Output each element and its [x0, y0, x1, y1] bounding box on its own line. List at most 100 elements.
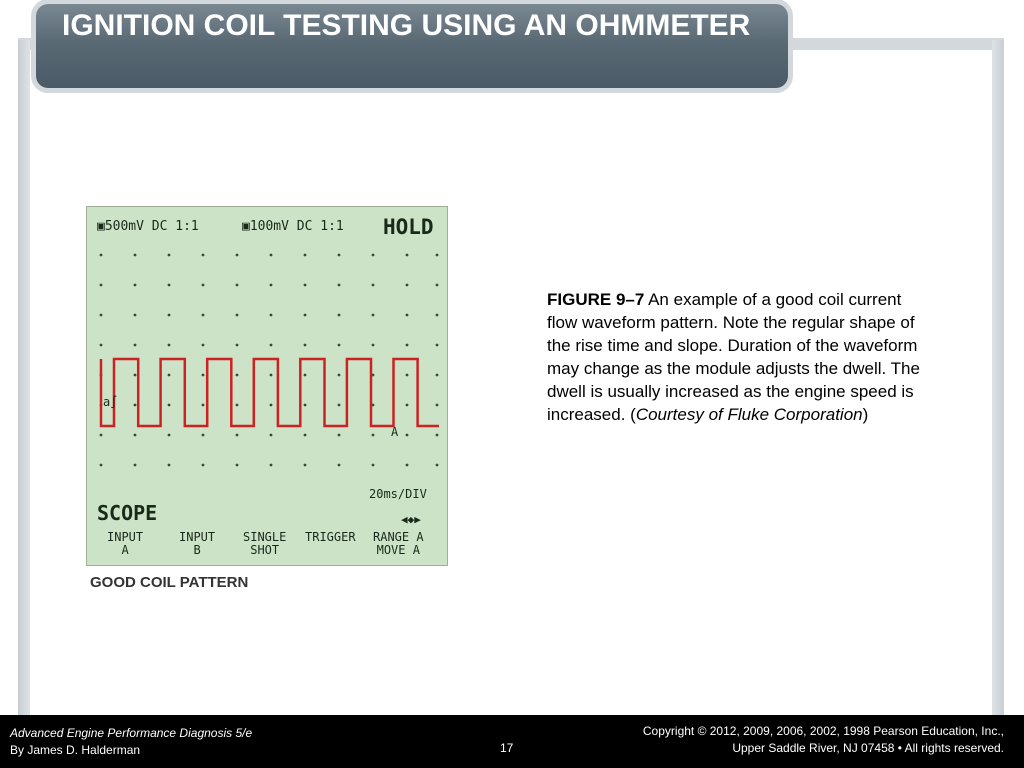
- figure-label: GOOD COIL PATTERN: [90, 574, 249, 591]
- grid-dot: [337, 463, 341, 467]
- grid-dot: [371, 433, 375, 437]
- scope-grid-and-waveform: [99, 253, 439, 467]
- grid-dot: [435, 433, 439, 437]
- grid-dot: [303, 373, 307, 377]
- hold-indicator: HOLD: [383, 215, 434, 239]
- grid-dot: [99, 463, 103, 467]
- softkey-range-move-a[interactable]: RANGE A MOVE A: [373, 531, 424, 557]
- coil-current-waveform: [99, 357, 439, 428]
- grid-dot: [167, 343, 171, 347]
- grid-dot: [133, 433, 137, 437]
- softkey-single-shot[interactable]: SINGLE SHOT: [243, 531, 286, 557]
- grid-dot: [269, 463, 273, 467]
- softkey-sublabel: TRIGGER: [305, 530, 356, 544]
- grid-dot: [235, 463, 239, 467]
- grid-dot: [235, 403, 239, 407]
- grid-dot: [167, 403, 171, 407]
- grid-dot: [405, 253, 409, 257]
- grid-dot: [269, 283, 273, 287]
- copyright-notice: Copyright © 2012, 2009, 2006, 2002, 1998…: [643, 723, 1004, 757]
- figure-caption: FIGURE 9–7 An example of a good coil cur…: [547, 288, 927, 426]
- grid-dot: [435, 313, 439, 317]
- footer-book-info: Advanced Engine Performance Diagnosis 5/…: [10, 725, 252, 759]
- softkey-label-highlighted: RANGE A: [373, 530, 424, 544]
- scope-mode-label: SCOPE: [97, 501, 158, 525]
- grid-dot: [99, 343, 103, 347]
- grid-dot: [99, 313, 103, 317]
- softkey-sublabel: B: [193, 543, 201, 557]
- grid-dot: [337, 283, 341, 287]
- softkey-label: INPUT: [107, 530, 144, 544]
- grid-dot: [167, 253, 171, 257]
- channel-b-setting: ▣100mV DC 1:1: [242, 219, 344, 234]
- softkey-input-b[interactable]: INPUT B: [179, 531, 215, 557]
- grid-dot: [99, 283, 103, 287]
- grid-dot: [235, 343, 239, 347]
- grid-dot: [371, 313, 375, 317]
- grid-dot: [303, 283, 307, 287]
- timebase-readout: 20ms/DIV: [369, 487, 427, 501]
- book-title: Advanced Engine Performance Diagnosis 5/…: [10, 726, 253, 740]
- grid-dot: [269, 403, 273, 407]
- grid-dot: [167, 283, 171, 287]
- grid-dot: [235, 373, 239, 377]
- grid-dot: [269, 253, 273, 257]
- softkey-sublabel: MOVE A: [376, 543, 420, 557]
- grid-dot: [371, 283, 375, 287]
- grid-dot: [371, 343, 375, 347]
- trace-label-a: A: [391, 425, 399, 439]
- grid-dot: [167, 373, 171, 377]
- grid-dot: [371, 463, 375, 467]
- channel-a-setting: ▣500mV DC 1:1: [97, 219, 199, 234]
- grid-dot: [99, 433, 103, 437]
- grid-dot: [167, 313, 171, 317]
- grid-dot: [337, 343, 341, 347]
- grid-dot: [235, 313, 239, 317]
- copyright-line-2: Upper Saddle River, NJ 07458 • All right…: [732, 741, 1004, 755]
- copyright-line-1: Copyright © 2012, 2009, 2006, 2002, 1998…: [642, 724, 1004, 738]
- arrows-icon: ◀◆▶: [401, 513, 421, 526]
- grid-dot: [435, 373, 439, 377]
- grid-dot: [133, 343, 137, 347]
- caption-courtesy: Courtesy of Fluke Corporation: [635, 405, 863, 424]
- grid-dot: [405, 463, 409, 467]
- grid-dot: [371, 403, 375, 407]
- grid-dot: [303, 403, 307, 407]
- slide-frame-left: [18, 40, 30, 720]
- figure-number: FIGURE 9–7: [547, 290, 645, 309]
- grid-dot: [133, 373, 137, 377]
- grid-dot: [201, 283, 205, 287]
- softkey-label: INPUT: [179, 530, 216, 544]
- grid-dot: [269, 343, 273, 347]
- grid-dot: [405, 373, 409, 377]
- grid-dot: [133, 253, 137, 257]
- slide-frame-right: [992, 40, 1004, 720]
- softkey-trigger[interactable]: TRIGGER: [305, 531, 356, 544]
- grid-dot: [269, 433, 273, 437]
- grid-dot: [201, 463, 205, 467]
- grid-dot: [405, 313, 409, 317]
- grid-dot: [435, 343, 439, 347]
- grid-dot: [435, 463, 439, 467]
- footer-bar: Advanced Engine Performance Diagnosis 5/…: [0, 715, 1024, 768]
- softkey-input-a[interactable]: INPUT A: [107, 531, 143, 557]
- grid-dot: [269, 313, 273, 317]
- grid-dot: [133, 313, 137, 317]
- grid-dot: [99, 253, 103, 257]
- scope-figure: ▣500mV DC 1:1 ▣100mV DC 1:1 HOLD a∫ A 20…: [86, 206, 448, 598]
- grid-dot: [303, 463, 307, 467]
- grid-dot: [269, 373, 273, 377]
- grid-dot: [133, 463, 137, 467]
- grid-dot: [405, 343, 409, 347]
- grid-dot: [405, 403, 409, 407]
- grid-dot: [337, 313, 341, 317]
- softkey-sublabel: SHOT: [250, 543, 280, 557]
- grid-dot: [435, 283, 439, 287]
- grid-dot: [337, 403, 341, 407]
- grid-dot: [337, 433, 341, 437]
- channel-a-marker: a∫: [103, 395, 118, 409]
- grid-dot: [405, 283, 409, 287]
- grid-dot: [235, 253, 239, 257]
- grid-dot: [235, 433, 239, 437]
- grid-dot: [303, 313, 307, 317]
